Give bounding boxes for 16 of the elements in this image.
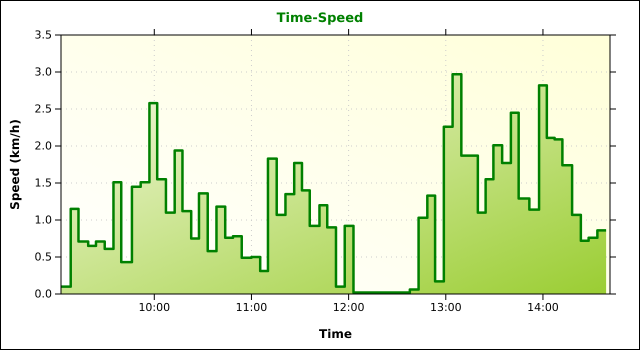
y-tick-label: 1.0 xyxy=(34,214,52,227)
x-axis-title: Time xyxy=(319,327,352,341)
y-tick-label: 0.0 xyxy=(34,288,52,301)
y-tick-label: 3.0 xyxy=(34,66,52,79)
chart-title: Time-Speed xyxy=(276,11,364,26)
y-tick-label: 2.5 xyxy=(34,102,52,116)
x-tick-label: 13:00 xyxy=(430,300,462,314)
x-tick-label: 12:00 xyxy=(332,300,364,314)
y-tick-label: 3.5 xyxy=(34,28,52,42)
y-tick-label: 2.0 xyxy=(34,140,52,153)
x-tick-label: 11:00 xyxy=(236,300,268,314)
y-axis-title: Speed (km/h) xyxy=(8,119,22,210)
y-tick-label: 1.5 xyxy=(34,176,52,190)
x-tick-label: 14:00 xyxy=(527,300,559,314)
x-tick-label: 10:00 xyxy=(138,300,170,314)
y-tick-label: 0.5 xyxy=(34,250,52,264)
